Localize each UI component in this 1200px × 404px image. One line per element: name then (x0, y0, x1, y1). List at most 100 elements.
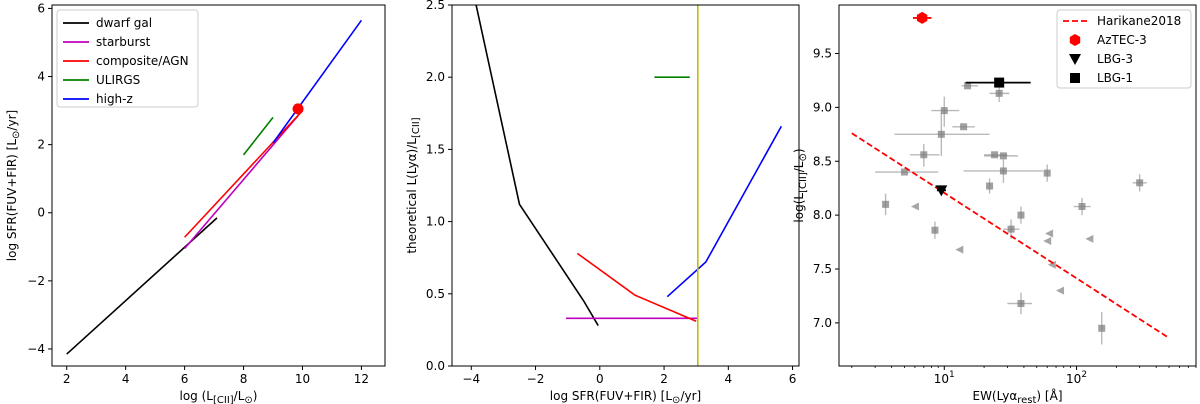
legend-label: LBG-1 (1097, 71, 1133, 85)
legend-label: AzTEC-3 (1097, 33, 1147, 47)
legend-label: composite/AGN (96, 54, 189, 68)
legend-swatch-hexagon (1069, 34, 1081, 46)
label-part: log SFR(FUV+FIR) [L (5, 139, 19, 262)
gray-triangle-point (1085, 234, 1094, 243)
gray-square-point (937, 130, 945, 138)
gray-triangle-point (1043, 236, 1052, 245)
x-tick-label: 4 (724, 372, 732, 386)
label-part: ) [ (1036, 389, 1049, 403)
legend-label: high-z (96, 92, 133, 106)
label-part: /yr] (5, 110, 19, 131)
y-tick-label: 2 (37, 138, 45, 152)
plot-area (475, 5, 783, 366)
label-part: log SFR(FUV+FIR) [L (550, 389, 673, 403)
y-tick-label: 8.5 (813, 154, 832, 168)
y-tick-label: 1.5 (426, 142, 445, 156)
label-part: /L (792, 161, 806, 172)
plot-area (851, 11, 1170, 345)
gray-triangle-point (1045, 229, 1054, 238)
gray-square-point (920, 151, 928, 159)
gray-square-point (1017, 299, 1025, 307)
x-tick-label: 0 (596, 372, 604, 386)
legend-swatch-square (1070, 73, 1080, 83)
aztec3-point (916, 11, 928, 24)
label-part: log(L (792, 193, 806, 223)
y-tick-label: 0.0 (426, 359, 445, 373)
lbg3-point (935, 185, 948, 197)
axes-frame (838, 4, 1197, 367)
gray-square-point (991, 151, 999, 159)
x-tick-label: 8 (240, 372, 248, 386)
chart-panel-2: −4 −2 0 2 4 6 0.0 0.5 1.0 1.5 2.0 2.5 log SFR(FUV+FI… (405, 0, 800, 404)
legend-box (1056, 9, 1192, 89)
label-part: ] (1058, 389, 1063, 403)
label-part: [CII] (213, 395, 234, 404)
label-part: ⊙ (672, 395, 680, 404)
series-line (242, 116, 274, 156)
gray-triangle-point (910, 202, 919, 211)
gray-square-point (995, 89, 1003, 97)
lbg1-point (994, 77, 1005, 88)
gray-square-point (999, 152, 1007, 160)
y-tick-label: 2.0 (426, 70, 445, 84)
x-tick-label: 4 (122, 372, 130, 386)
y-tick-label: 9.0 (813, 100, 832, 114)
x-tick-label: −4 (462, 372, 480, 386)
y-axis-label: log SFR(FUV+FIR) [L⊙/yr] (5, 110, 22, 261)
label-part: ⊙ (798, 153, 809, 161)
label-part: /L (234, 389, 245, 403)
label-part: theoretical L(Lyα)/L (405, 138, 419, 254)
label-part: ⊙ (244, 395, 252, 404)
tick-exponent: 2 (1081, 370, 1087, 380)
gray-square-point (1017, 211, 1025, 219)
legend-label: starburst (96, 35, 151, 49)
gray-square-point (882, 200, 890, 208)
legend-label: ULIRGS (96, 73, 140, 87)
legend: Harikane2018 AzTEC-3 LBG-3 LBG-1 (1056, 9, 1192, 89)
plot-area (66, 19, 363, 355)
gray-square-point (999, 167, 1007, 175)
series-line (184, 111, 302, 238)
x-tick-label: 6 (181, 372, 189, 386)
gray-square-point (1043, 169, 1051, 177)
label-part: Å (1050, 388, 1059, 403)
gray-square-point (1007, 225, 1015, 233)
label-part: rest (1017, 395, 1036, 404)
legend-label: Harikane2018 (1097, 14, 1181, 28)
tick-base: 10 (934, 372, 949, 386)
y-tick-label: 6 (37, 1, 45, 15)
x-tick-label: 102 (1066, 370, 1087, 386)
label-part: /yr] (680, 389, 701, 403)
legend-swatch-triangle (1069, 54, 1081, 65)
gray-square-point (964, 82, 972, 90)
gray-square-point (1098, 324, 1106, 332)
x-tick-label: 6 (789, 372, 797, 386)
gray-square-point (1078, 203, 1086, 211)
label-part: ) (253, 389, 258, 403)
label-part: ) (792, 148, 806, 153)
y-tick-label: 7.0 (813, 316, 832, 330)
y-tick-label: −4 (27, 342, 45, 356)
axes-frame (451, 4, 800, 367)
tick-base: 10 (1066, 372, 1081, 386)
y-axis-label: log(L[CII]/L⊙) (792, 148, 809, 222)
label-part: [CII] (798, 172, 809, 193)
label-part: log (L (180, 389, 214, 403)
series-line (576, 252, 697, 322)
gray-square-point (1136, 179, 1144, 187)
legend-label: LBG-3 (1097, 52, 1133, 66)
y-tick-label: −2 (27, 274, 45, 288)
x-tick-label: −2 (527, 372, 545, 386)
label-part: α (1009, 389, 1017, 403)
x-tick-label: 2 (63, 372, 71, 386)
y-tick-label: 0.5 (426, 287, 445, 301)
label-part: [CII] (411, 117, 422, 138)
series-line (666, 125, 783, 298)
x-axis-label: EW(Lyαrest) [Å] (972, 388, 1062, 404)
legend-box (56, 9, 199, 108)
y-tick-label: 8.0 (813, 208, 832, 222)
axes-frame (51, 4, 386, 367)
y-tick-label: 1.0 (426, 215, 445, 229)
